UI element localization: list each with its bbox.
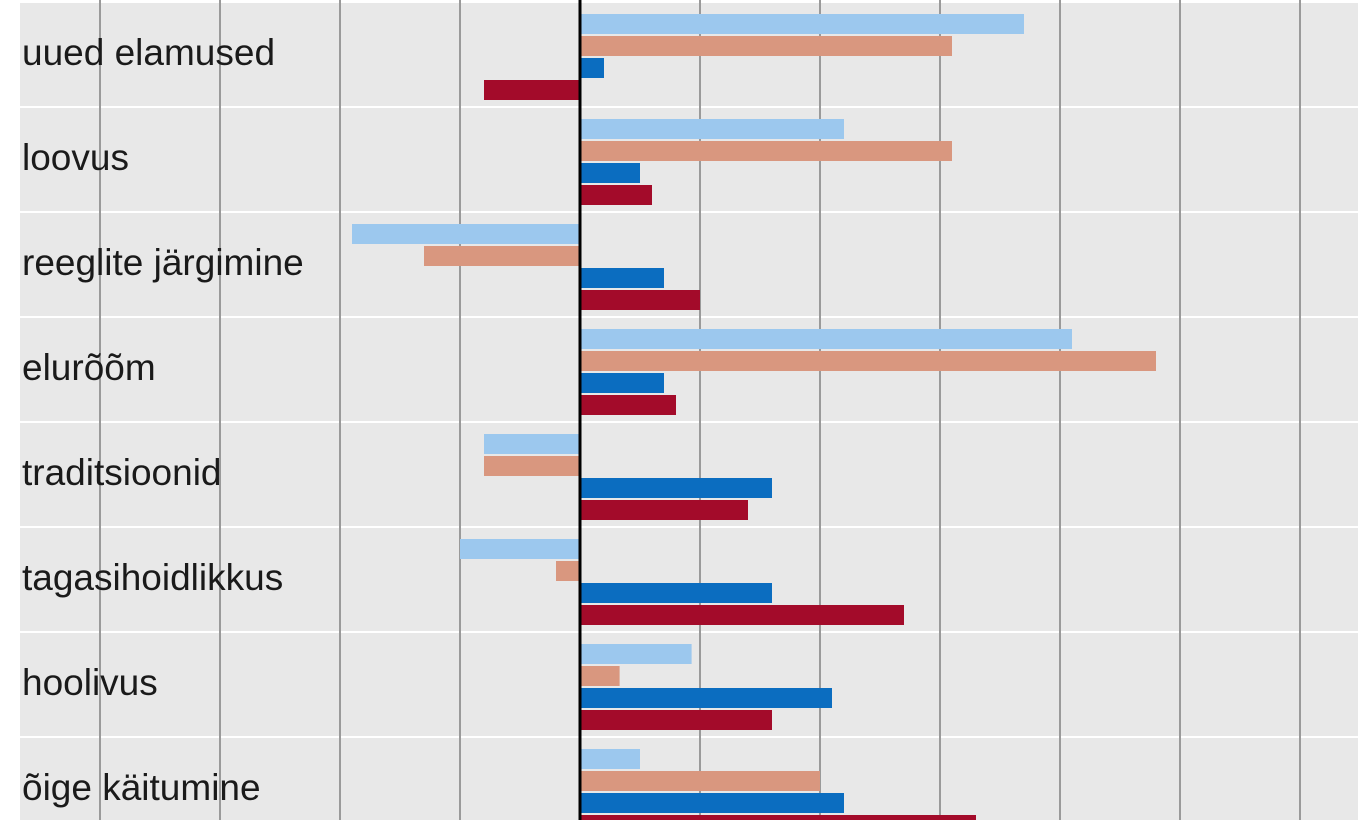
bar bbox=[580, 605, 904, 625]
bar bbox=[580, 710, 772, 730]
bar bbox=[424, 246, 580, 266]
bar bbox=[556, 561, 580, 581]
bar bbox=[580, 688, 832, 708]
bar bbox=[580, 583, 772, 603]
bar bbox=[580, 815, 976, 820]
bar bbox=[460, 539, 580, 559]
bar bbox=[580, 14, 1024, 34]
bar bbox=[580, 478, 772, 498]
bar bbox=[580, 666, 620, 686]
category-label: uued elamused bbox=[22, 32, 275, 73]
category-label: reeglite järgimine bbox=[22, 242, 304, 283]
category-label: õige käitumine bbox=[22, 767, 261, 808]
bar bbox=[580, 749, 640, 769]
bar bbox=[580, 644, 692, 664]
bar bbox=[484, 456, 580, 476]
bar bbox=[580, 351, 1156, 371]
bar bbox=[484, 434, 580, 454]
bar bbox=[484, 80, 580, 100]
bar bbox=[580, 500, 748, 520]
bar bbox=[580, 395, 676, 415]
bar bbox=[580, 58, 604, 78]
bar bbox=[580, 290, 700, 310]
bar bbox=[580, 185, 652, 205]
bar bbox=[580, 329, 1072, 349]
bars bbox=[352, 14, 1156, 820]
bar bbox=[580, 793, 844, 813]
bar bbox=[580, 373, 664, 393]
category-label: traditsioonid bbox=[22, 452, 222, 493]
category-label: elurõõm bbox=[22, 347, 156, 388]
bar bbox=[580, 163, 640, 183]
category-labels: uued elamused loovus reeglite järgimine elu… bbox=[22, 32, 304, 808]
bar bbox=[580, 119, 844, 139]
bar bbox=[580, 141, 952, 161]
category-label: loovus bbox=[22, 137, 129, 178]
category-label: hoolivus bbox=[22, 662, 158, 703]
bar bbox=[352, 224, 580, 244]
bar bbox=[580, 36, 952, 56]
bar bbox=[580, 771, 820, 791]
bar bbox=[580, 268, 664, 288]
category-label: tagasihoidlikkus bbox=[22, 557, 283, 598]
